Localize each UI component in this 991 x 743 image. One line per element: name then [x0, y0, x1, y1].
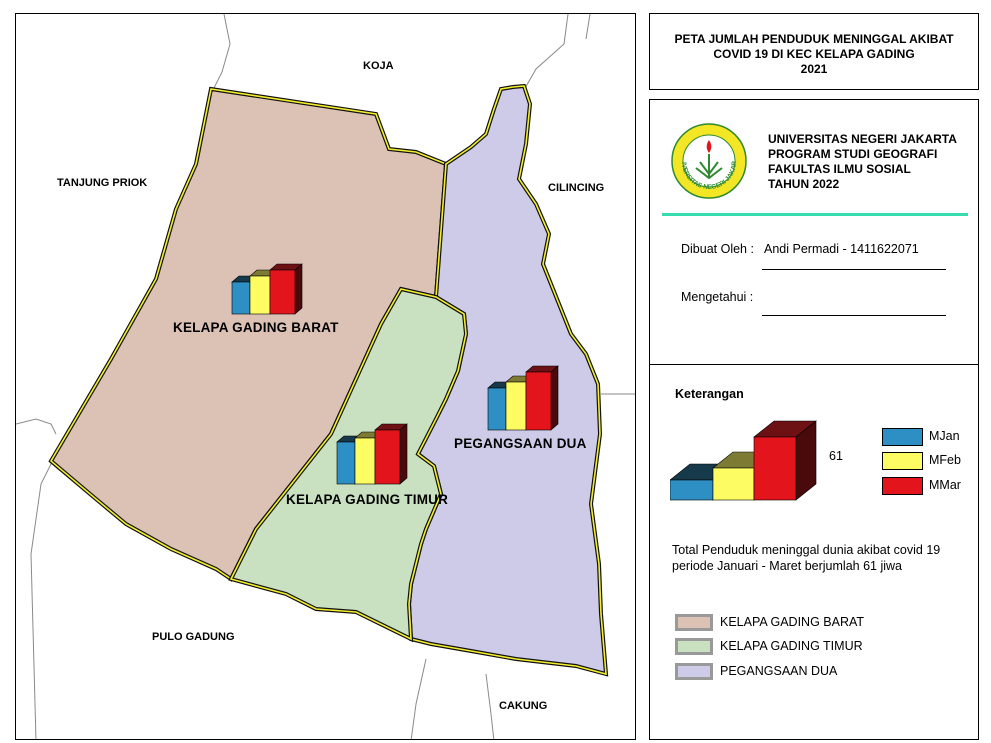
accent-divider: [662, 213, 968, 216]
approved-label: Mengetahui :: [681, 290, 754, 304]
total-note-line-2: periode Januari - Maret berjumlah 61 jiw…: [672, 559, 902, 573]
institution-name: UNIVERSITAS NEGERI JAKARTA: [768, 132, 957, 146]
institution-year: TAHUN 2022: [768, 177, 840, 191]
label-cilincing: CILINCING: [548, 182, 605, 194]
institution-faculty: FAKULTAS ILMU SOSIAL: [768, 162, 911, 176]
legend-label-kelapa-gading-barat: KELAPA GADING BARAT: [720, 615, 865, 629]
map-title-line-3: 2021: [800, 62, 828, 76]
label-kelapa-gading-barat: KELAPA GADING BARAT: [173, 320, 339, 335]
approved-signature-line: [762, 315, 946, 316]
label-kelapa-gading-timur: KELAPA GADING TIMUR: [286, 492, 449, 507]
made-by-value: Andi Permadi - 1411622071: [764, 242, 919, 256]
made-by-label: Dibuat Oleh :: [681, 242, 754, 256]
label-tanjung-priok: TANJUNG PRIOK: [57, 177, 148, 189]
label-cakung: CAKUNG: [499, 700, 548, 712]
legend-swatch-jan: [882, 428, 923, 446]
legend-heading: Keterangan: [675, 387, 744, 401]
legend-label-kelapa-gading-timur: KELAPA GADING TIMUR: [720, 639, 863, 653]
legend-swatch-kelapa-gading-timur: [675, 638, 713, 655]
legend-label-mar: MMar: [929, 478, 961, 492]
section-divider: [650, 364, 978, 365]
university-logo: UNIVERSITAS NEGERI JAKARTA: [670, 122, 747, 199]
total-note-line-1: Total Penduduk meninggal dunia akibat co…: [672, 543, 941, 557]
legend-bar-chart: [670, 420, 817, 501]
legend-label-feb: MFeb: [929, 453, 961, 467]
legend-swatch-mar: [882, 477, 923, 495]
legend-swatch-feb: [882, 452, 923, 470]
bar-chart-kelapa-gading-timur: [336, 423, 408, 485]
legend-label-jan: MJan: [929, 429, 960, 443]
map-title-line-1: PETA JUMLAH PENDUDUK MENINGGAL AKIBAT: [674, 32, 954, 46]
bar-chart-pegangsaan-dua: [487, 365, 559, 431]
made-by-signature-line: [762, 269, 946, 270]
map-frame: KOJA TANJUNG PRIOK CILINCING PULO GADUNG…: [15, 13, 636, 740]
legend-label-pegangsaan-dua: PEGANGSAAN DUA: [720, 664, 838, 678]
map-title-line-2: COVID 19 DI KEC KELAPA GADING: [713, 47, 915, 61]
info-box: UNIVERSITAS NEGERI JAKARTA UNIVERSITAS N…: [649, 99, 979, 740]
legend-swatch-pegangsaan-dua: [675, 663, 713, 680]
label-koja: KOJA: [363, 60, 394, 72]
label-pulo-gadung: PULO GADUNG: [152, 631, 235, 643]
label-pegangsaan-dua: PEGANGSAAN DUA: [454, 436, 587, 451]
title-box: PETA JUMLAH PENDUDUK MENINGGAL AKIBAT CO…: [649, 13, 979, 90]
institution-program: PROGRAM STUDI GEOGRAFI: [768, 147, 938, 161]
legend-chart-max: 61: [829, 449, 843, 463]
bar-chart-kelapa-gading-barat: [231, 263, 303, 315]
district-map: [16, 14, 635, 739]
legend-swatch-kelapa-gading-barat: [675, 614, 713, 631]
